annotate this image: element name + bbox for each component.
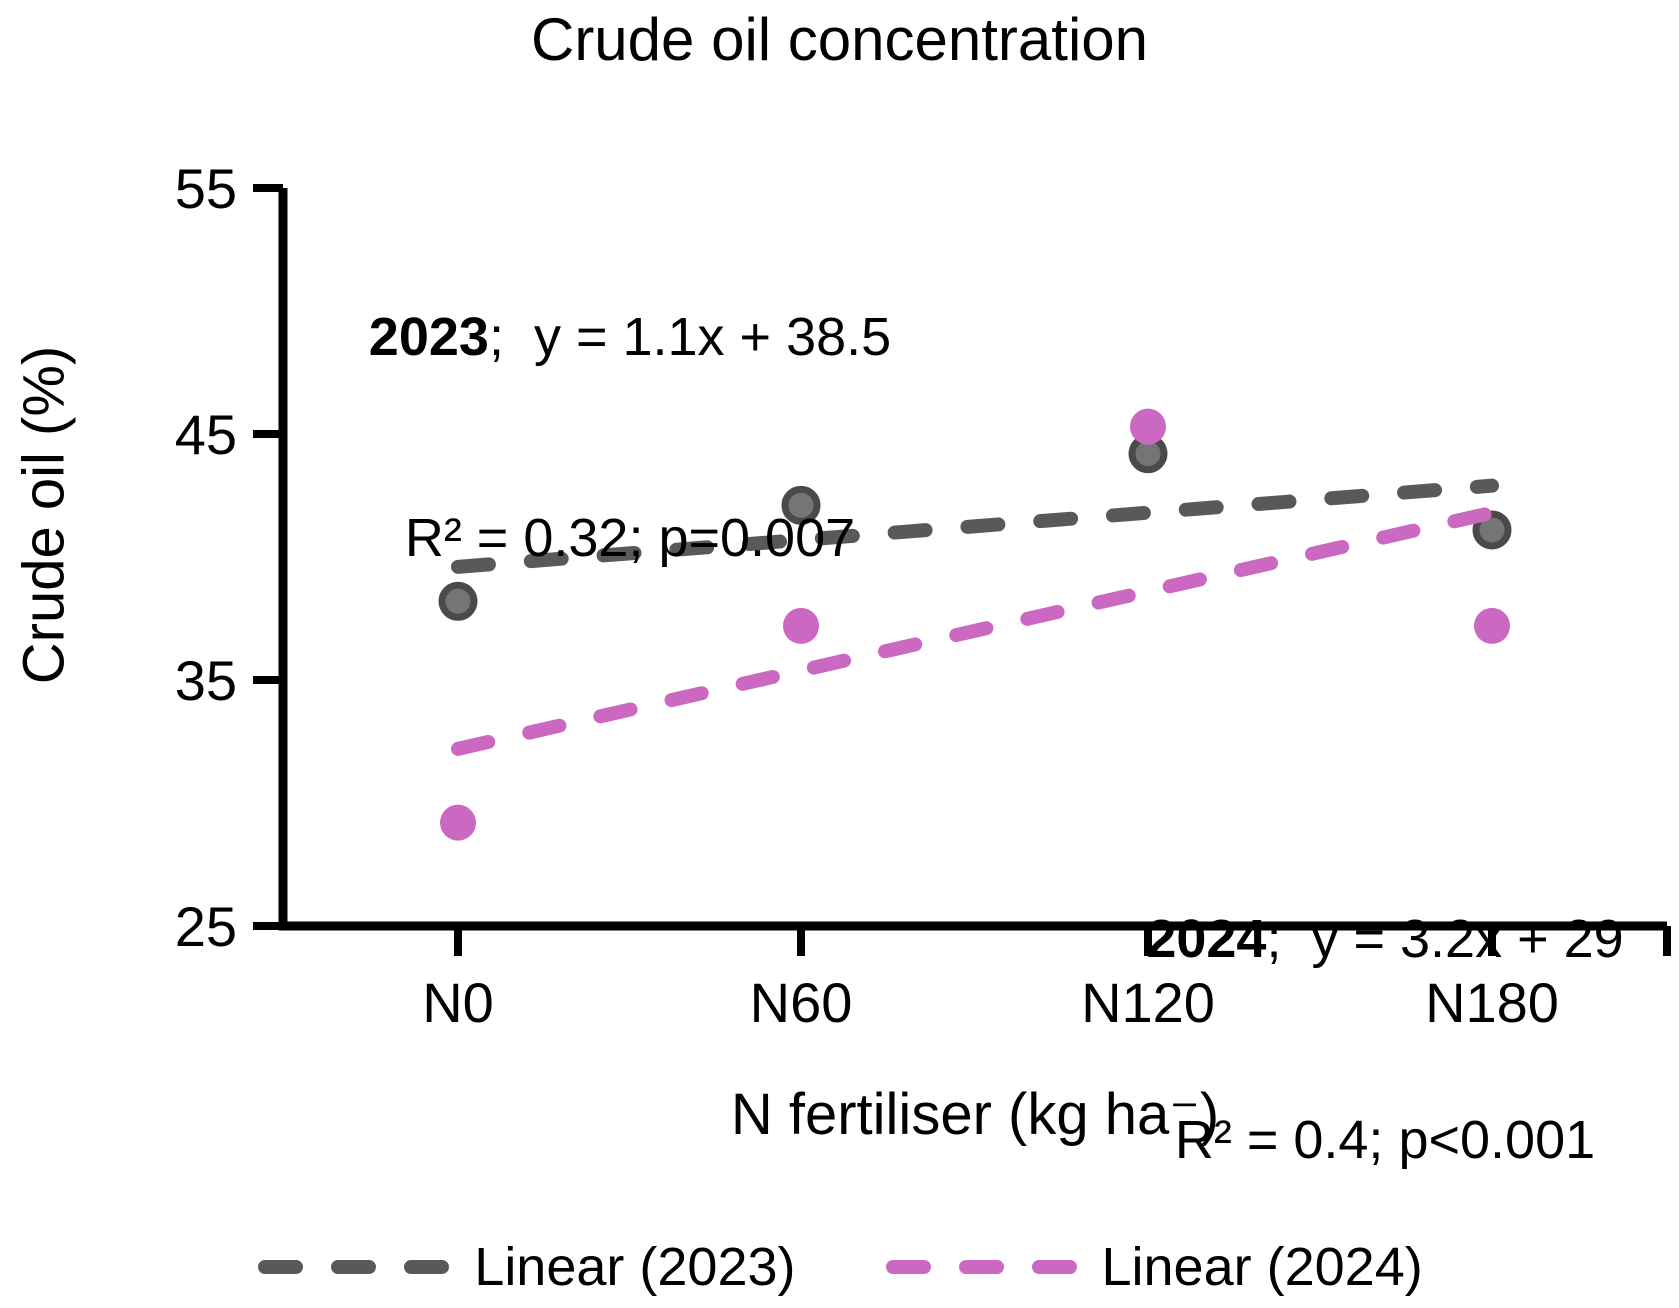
regression-annotation-2023: 2023; y = 1.1x + 38.5 R² = 0.32; p=0.007 <box>300 170 960 706</box>
x-tick-label-N180: N180 <box>1425 971 1559 1034</box>
x-tick-label-N60: N60 <box>750 971 853 1034</box>
legend-swatch-2024-dashed-line <box>885 1260 1092 1274</box>
legend-item-2023: Linear (2023) <box>256 1234 796 1300</box>
y-tick-label-55: 55 <box>175 157 237 220</box>
point-2024-N120 <box>1130 408 1166 445</box>
legend-label-2023: Linear (2023) <box>474 1237 796 1297</box>
point-2024-N180 <box>1474 607 1510 644</box>
annotation-year-2023: 2023 <box>368 307 489 367</box>
y-tick-label-25: 25 <box>175 895 237 958</box>
regression-stats-2023: R² = 0.32; p=0.007 <box>404 508 856 568</box>
point-2024-N60 <box>783 607 819 644</box>
chart-legend: Linear (2023) Linear (2024) <box>0 1234 1679 1300</box>
legend-label-2024: Linear (2024) <box>1101 1237 1423 1297</box>
point-2023-N180 <box>1472 510 1512 550</box>
regression-stats-2024: R² = 0.4; p<0.001 <box>1174 1110 1596 1170</box>
trendline-2023 <box>451 478 1499 574</box>
x-axis-title: N fertiliser (kg ha⁻) <box>730 1082 1220 1147</box>
x-tick-label-N0: N0 <box>422 971 494 1034</box>
regression-equation-2024: 2024; y = 3.2x + 29 <box>1146 909 1624 969</box>
annotation-year-2024: 2024 <box>1146 909 1267 969</box>
chart-title: Crude oil concentration <box>530 6 1149 73</box>
regression-equation-2023: 2023; y = 1.1x + 38.5 <box>368 307 892 367</box>
point-2024-N0 <box>440 804 476 841</box>
legend-swatch-2023-dashed-line <box>258 1260 465 1274</box>
point-2023-N0 <box>438 581 478 621</box>
trendline-2024 <box>451 505 1499 756</box>
y-tick-label-45: 45 <box>175 403 237 466</box>
y-axis-title: Crude oil (%) <box>11 345 77 685</box>
regression-annotation-2024: 2024; y = 3.2x + 29 R² = 0.4; p<0.001 <box>1075 772 1679 1308</box>
x-tick-label-N120: N120 <box>1081 971 1215 1034</box>
legend-item-2024: Linear (2024) <box>884 1234 1423 1300</box>
point-2023-N60 <box>781 485 821 525</box>
y-tick-label-35: 35 <box>175 649 237 712</box>
